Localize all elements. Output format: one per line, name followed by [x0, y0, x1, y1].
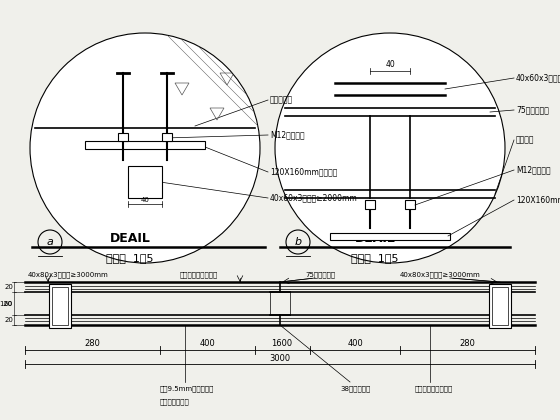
Bar	[162, 133, 172, 141]
Text: 38扣点穿龙骨: 38扣点穿龙骨	[340, 385, 370, 391]
Text: 400: 400	[347, 339, 363, 348]
Text: 20: 20	[4, 317, 13, 323]
Text: 40: 40	[141, 197, 150, 203]
Circle shape	[30, 33, 260, 263]
Circle shape	[275, 33, 505, 263]
Text: 大样图  1：5: 大样图 1：5	[106, 253, 154, 263]
Text: 280: 280	[84, 339, 100, 348]
Text: 建筑楼板厂: 建筑楼板厂	[270, 95, 293, 105]
Text: 40x60x3方钢管≥2000mm: 40x60x3方钢管≥2000mm	[270, 194, 358, 202]
Text: 双层9.5mm纸面石膏板: 双层9.5mm纸面石膏板	[160, 385, 214, 391]
Text: 120X160mm镀锌钢板: 120X160mm镀锌钢板	[270, 168, 337, 176]
Text: 60: 60	[4, 300, 13, 307]
Text: 大样图  1：5: 大样图 1：5	[351, 253, 399, 263]
Text: 120: 120	[0, 300, 13, 307]
Bar	[49, 284, 71, 328]
Bar	[128, 166, 162, 198]
Text: 沿地龙骨: 沿地龙骨	[516, 136, 534, 144]
Text: 40x80x3方钢管≥3000mm: 40x80x3方钢管≥3000mm	[28, 271, 109, 278]
Bar	[365, 200, 375, 209]
Text: 3000: 3000	[269, 354, 291, 363]
Text: 400: 400	[199, 339, 215, 348]
Text: 40x80x3方钢管≥3000mm: 40x80x3方钢管≥3000mm	[400, 271, 480, 278]
Text: 40: 40	[385, 60, 395, 69]
Text: a: a	[46, 237, 53, 247]
Text: DEAIL: DEAIL	[110, 231, 151, 244]
Text: 白色乳胶漆饰面: 白色乳胶漆饰面	[160, 398, 190, 404]
Bar	[489, 284, 511, 328]
Bar	[330, 233, 450, 240]
Text: DEAIL: DEAIL	[354, 231, 395, 244]
Text: 1600: 1600	[272, 339, 292, 348]
Bar	[52, 287, 68, 325]
Text: 层高内填充吸音岩棉: 层高内填充吸音岩棉	[180, 271, 218, 278]
Text: 40x60x3方钢管≥3000mm: 40x60x3方钢管≥3000mm	[516, 74, 560, 82]
Text: M12膨胀螺栓: M12膨胀螺栓	[270, 131, 305, 139]
Text: 280: 280	[459, 339, 475, 348]
Text: 75型轻钢龙骨: 75型轻钢龙骨	[305, 271, 335, 278]
Text: b: b	[295, 237, 302, 247]
Text: 20: 20	[4, 284, 13, 290]
Text: 120X160mm镀锌钢板: 120X160mm镀锌钢板	[516, 195, 560, 205]
Text: 层高内填充吸音岩棉: 层高内填充吸音岩棉	[415, 385, 453, 391]
Bar	[405, 200, 415, 209]
Bar	[118, 133, 128, 141]
Text: 75型隔墙龙骨: 75型隔墙龙骨	[516, 105, 549, 115]
Text: M12膨胀螺栓: M12膨胀螺栓	[516, 165, 550, 174]
Bar	[492, 287, 508, 325]
Bar	[85, 141, 205, 149]
